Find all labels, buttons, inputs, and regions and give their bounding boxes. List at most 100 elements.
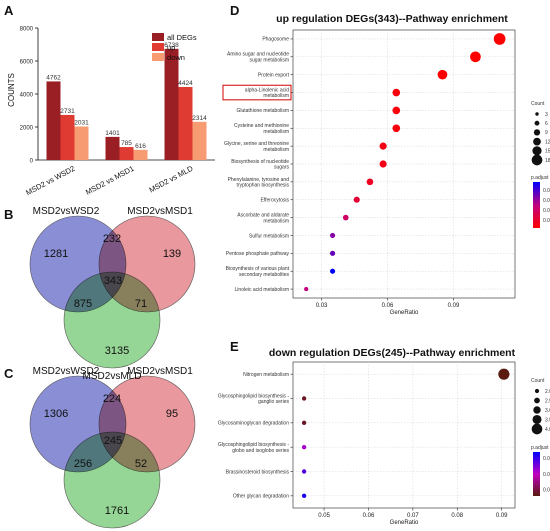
dot-alpha-linolenic-acid-metabolism xyxy=(392,88,401,97)
size-legend-dot xyxy=(532,414,542,425)
size-legend-label: 4.0 xyxy=(545,427,550,433)
venn-set-label: MSD2vsWSD2 xyxy=(33,366,100,377)
bar-value-label: 6738 xyxy=(164,42,179,49)
venn-set-msd2vsmld xyxy=(63,431,161,529)
dot-brassinosteroid-biosynthesis xyxy=(301,469,307,474)
bar-value-label: 616 xyxy=(135,143,146,150)
dot-glycosphingolipid-biosynthesis-globo-and-isoglobo-series xyxy=(301,444,307,450)
pathway-label: Biosynthesis of various plant secondary m… xyxy=(226,266,290,278)
size-legend-label: 3.0 xyxy=(545,408,550,414)
dot-biosynthesis-of-nucleotide-sugars xyxy=(379,160,387,168)
color-legend-label: 0.005 xyxy=(543,218,550,224)
size-legend-dot xyxy=(534,397,540,404)
venn-diagram-up: MSD2vsWSD2 MSD2vsMSD1 MSD2vsMLD 1281 139 3135… xyxy=(29,206,196,382)
dot-protein-export xyxy=(437,69,448,80)
size-legend-label: 3.5 xyxy=(545,417,550,423)
dot-cysteine-and-methionine-metabolism xyxy=(392,124,401,133)
bar-all-degs-1 xyxy=(105,136,120,160)
venn-count-wsd2-only: 1281 xyxy=(44,248,68,260)
size-legend-dot xyxy=(533,137,541,146)
pathway-label: Glycosphingolipid biosynthesis -ganglio … xyxy=(218,393,290,405)
dot-sulfur-metabolism xyxy=(330,232,336,239)
venn-set-label: MSD2vsMLD xyxy=(83,371,142,382)
venn-count-msd1-mld: 52 xyxy=(135,458,147,470)
legend-swatch-up xyxy=(152,43,164,51)
pathway-label: Glycine, serine and threonine metabolism xyxy=(224,141,289,153)
bar-value-label: 4424 xyxy=(178,80,193,87)
pathway-label: Glycosaminoglycan degradation xyxy=(218,421,289,427)
bar-y-tick-label: 0 xyxy=(30,159,34,165)
x-axis-label: GeneRatio xyxy=(390,310,419,316)
dot-glycine-serine-and-threonine-metabolism xyxy=(379,142,387,150)
bar-down-1 xyxy=(133,149,148,160)
pathway-label: Ascorbate and aldarate metabolism xyxy=(237,213,289,225)
x-tick-label: 0.03 xyxy=(316,303,328,309)
venn-set-label: MSD2vsWSD2 xyxy=(33,206,100,217)
size-legend-title: Count xyxy=(531,378,545,384)
bar-value-label: 2031 xyxy=(74,119,89,126)
venn-count-msd1-only: 95 xyxy=(166,408,178,420)
venn-count-wsd2-only: 1306 xyxy=(44,408,68,420)
panel-letter-d: D xyxy=(230,3,239,18)
legend-label-up: up xyxy=(167,43,175,52)
pathway-label: Biosynthesis of nucleotide sugars xyxy=(231,159,289,171)
size-legend-label: 15 xyxy=(545,149,550,155)
size-legend-label: 2.5 xyxy=(545,398,550,404)
bar-value-label: 785 xyxy=(121,140,132,147)
dot-glutathione-metabolism xyxy=(392,106,401,115)
pathway-label: Nitrogen metabolism xyxy=(243,372,289,378)
pathway-label: Linoleic acid metabolism xyxy=(235,287,289,293)
x-tick-label: 0.09 xyxy=(448,303,460,309)
color-legend-title: p.adjust xyxy=(531,445,549,451)
color-legend-label: 0.015 xyxy=(543,198,550,204)
dot-biosynthesis-of-various-plant-secondary-metabolites xyxy=(330,268,336,274)
size-legend-dot xyxy=(533,129,541,136)
size-legend-dot xyxy=(531,423,543,435)
bar-up-1 xyxy=(119,147,134,160)
dot-glycosaminoglycan-degradation xyxy=(301,420,307,426)
size-legend-title: Count xyxy=(531,101,545,107)
venn-set-label: MSD2vsMSD1 xyxy=(127,206,193,217)
size-legend-label: 18 xyxy=(545,158,550,164)
pathway-label: alpha-Linolenic acid metabolism xyxy=(245,87,289,99)
size-legend-label: 12 xyxy=(545,139,550,145)
pathway-label: Glycosphingolipid biosynthesis -globo an… xyxy=(218,442,290,454)
bar-all-degs-2 xyxy=(164,48,179,160)
bar-up-2 xyxy=(178,87,193,160)
color-legend-label: 0.015 xyxy=(543,472,550,478)
bar-value-label: 2731 xyxy=(60,108,75,115)
size-legend-dot xyxy=(532,146,542,156)
color-legend-label: 0.010 xyxy=(543,488,550,494)
legend-swatch-down xyxy=(152,53,164,61)
bar-y-tick-label: 8000 xyxy=(20,27,34,33)
venn-count-wsd2-mld: 256 xyxy=(74,458,92,470)
size-legend-dot xyxy=(533,406,541,414)
x-tick-label: 0.06 xyxy=(363,513,375,519)
size-legend-dot xyxy=(534,120,540,126)
dot-phagosome xyxy=(493,33,506,45)
dot-efferocytosis xyxy=(353,196,360,203)
size-legend-dot xyxy=(534,388,540,394)
dot-plot-down: down regulation DEGs(245)--Pathway enric… xyxy=(218,347,550,526)
x-tick-label: 0.05 xyxy=(318,513,330,519)
legend-label-down: down xyxy=(167,53,185,62)
pathway-label: Phagosome xyxy=(262,37,289,43)
legend-swatch-all-degs xyxy=(152,33,164,41)
bar-down-2 xyxy=(192,121,207,160)
venn-set-msd2vsmld xyxy=(63,271,161,369)
venn-count-msd1-only: 139 xyxy=(163,248,181,260)
bar-value-label: 2314 xyxy=(192,115,207,122)
bar-category-label: MSD2 vs WSD2 xyxy=(24,164,76,197)
dot-plot-up: up regulation DEGs(343)--Pathway enrichm… xyxy=(222,13,550,316)
color-legend-title: p.adjust xyxy=(531,175,549,181)
venn-count-wsd2-mld: 875 xyxy=(74,298,92,310)
bar-value-label: 4762 xyxy=(46,74,61,81)
dot-linoleic-acid-metabolism xyxy=(304,287,309,292)
venn-count-mld-only: 1761 xyxy=(105,505,129,517)
size-legend-label: 3 xyxy=(545,112,548,118)
venn-count-mld-only: 3135 xyxy=(105,345,129,357)
